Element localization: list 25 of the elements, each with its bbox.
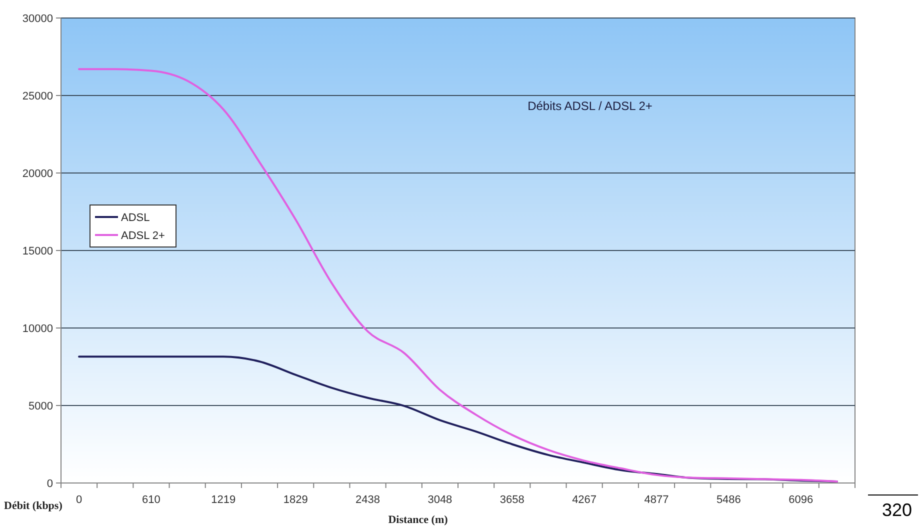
y-tick-label: 5000 xyxy=(28,400,53,412)
x-tick-label: 1219 xyxy=(211,494,236,506)
y-tick-label: 0 xyxy=(46,478,53,490)
text: 320 xyxy=(882,500,912,520)
text: Débits ADSL / ADSL 2+ xyxy=(528,99,652,113)
x-tick-label: 6096 xyxy=(788,494,814,506)
y-axis-title: Débit (kbps) xyxy=(4,500,63,512)
y-tick-label: 25000 xyxy=(22,90,53,102)
y-tick-label: 10000 xyxy=(22,322,53,335)
x-tick-label: 2438 xyxy=(356,494,380,506)
x-tick-label: 0 xyxy=(76,494,82,506)
y-tick-label: 15000 xyxy=(22,245,53,258)
legend-label: ADSL xyxy=(121,212,150,224)
x-axis-title: Distance (m) xyxy=(388,514,448,526)
x-tick-label: 5486 xyxy=(716,494,741,506)
line-series xyxy=(78,68,838,482)
x-tick-label: 3658 xyxy=(500,494,524,506)
legend-label: ADSL 2+ xyxy=(121,230,165,242)
x-tick-label: 610 xyxy=(142,494,160,506)
x-tick-label: 4267 xyxy=(572,494,597,506)
x-tick-label: 1829 xyxy=(283,494,308,506)
x-tick-label: 4877 xyxy=(644,494,669,506)
y-tick-label: 20000 xyxy=(22,168,53,180)
x-tick-label: 3048 xyxy=(428,494,452,506)
y-tick-label: 30000 xyxy=(22,12,53,25)
